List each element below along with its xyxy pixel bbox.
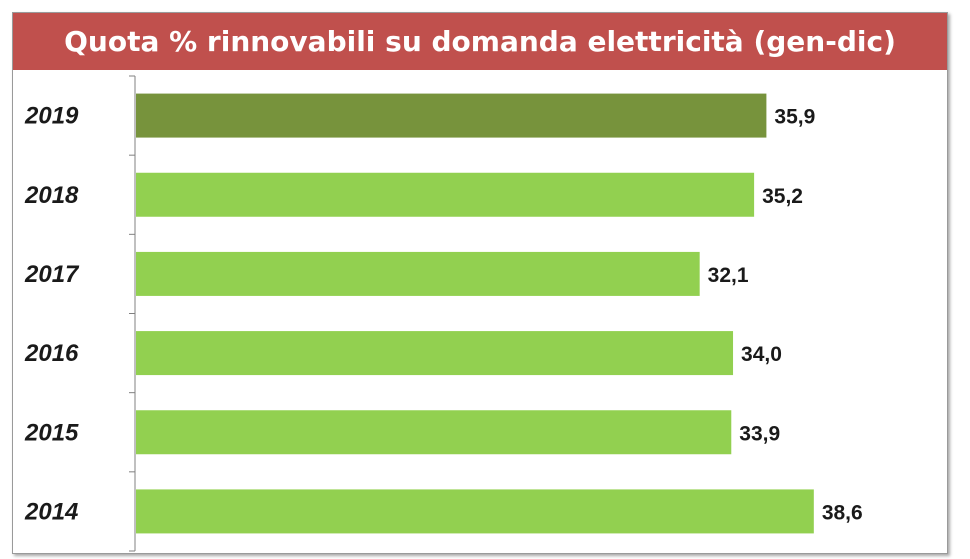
category-label-2019: 2019 (24, 103, 79, 130)
value-label-2015: 33,9 (739, 422, 780, 445)
category-label-2015: 2015 (24, 419, 79, 446)
category-label-2016: 2016 (24, 340, 79, 367)
category-label-2014: 2014 (24, 498, 78, 525)
bar-2015 (136, 410, 732, 455)
chart-title: Quota % rinnovabili su domanda elettrici… (13, 13, 947, 70)
bar-2016 (136, 331, 734, 376)
value-label-2019: 35,9 (774, 106, 815, 129)
bar-2018 (136, 172, 755, 217)
value-label-2016: 34,0 (741, 343, 782, 366)
value-label-2017: 32,1 (708, 264, 749, 287)
category-label-2018: 2018 (24, 182, 79, 209)
value-label-2018: 35,2 (762, 185, 803, 208)
bar-2017 (136, 251, 700, 296)
bar-2014 (136, 489, 814, 534)
chart-plot: 2019 35,9 2018 35,2 2017 32,1 2016 34,0 2015 33,9… (24, 75, 863, 552)
chart-frame: Quota % rinnovabili su domanda elettrici… (12, 12, 948, 554)
category-label-2017: 2017 (24, 261, 80, 288)
value-label-2014: 38,6 (822, 501, 863, 524)
bar-2019 (136, 93, 767, 138)
